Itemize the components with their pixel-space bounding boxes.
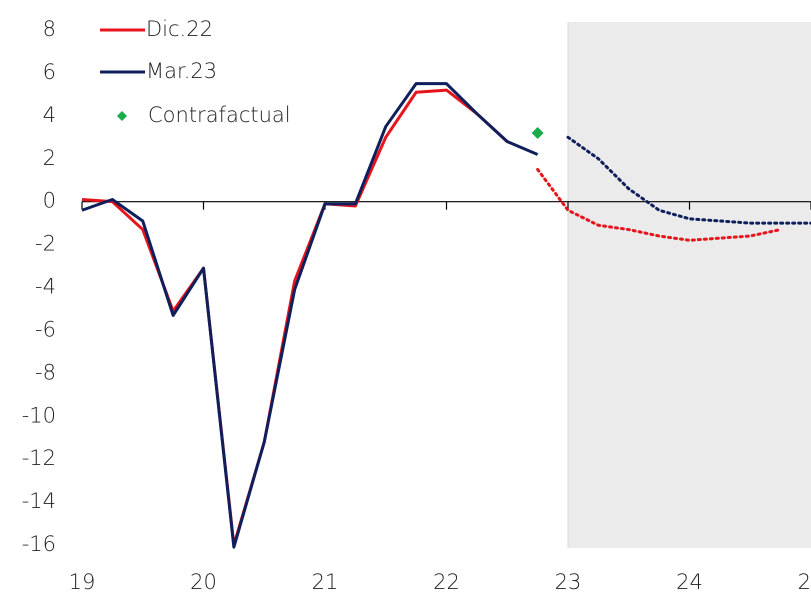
y-tick-label: -8 (35, 360, 56, 384)
x-tick-label: 19 (69, 570, 96, 594)
projection-line (566, 135, 811, 225)
y-tick-label: -10 (22, 403, 56, 427)
y-tick-label: -14 (22, 489, 56, 513)
series-line (81, 88, 509, 547)
projection-line (536, 167, 783, 242)
y-tick-label: 2 (43, 146, 56, 170)
y-tick-label: -6 (35, 317, 56, 341)
x-tick-label: 21 (312, 570, 339, 594)
y-tick-label: -12 (22, 446, 56, 470)
x-tick-label: 23 (555, 570, 582, 594)
y-tick-label: 8 (43, 17, 56, 41)
x-tick-label: 22 (433, 570, 460, 594)
y-tick-label: -4 (35, 275, 56, 299)
legend-marker (117, 111, 127, 121)
point-marker (531, 127, 544, 139)
y-tick-label: 0 (43, 189, 56, 213)
shaded-region (568, 22, 811, 548)
y-tick-label: -2 (35, 232, 56, 256)
y-tick-label: 4 (43, 103, 56, 127)
series-line (81, 82, 539, 549)
legend-label: Contrafactual (148, 103, 291, 127)
y-tick-label: 6 (43, 60, 56, 84)
x-tick-label: 24 (676, 570, 703, 594)
x-tick-label: 25 (798, 570, 811, 594)
legend-label: Dic.22 (146, 17, 213, 41)
x-tick-label: 20 (190, 570, 217, 594)
y-tick-label: -16 (22, 532, 56, 556)
legend-label: Mar.23 (146, 59, 217, 83)
